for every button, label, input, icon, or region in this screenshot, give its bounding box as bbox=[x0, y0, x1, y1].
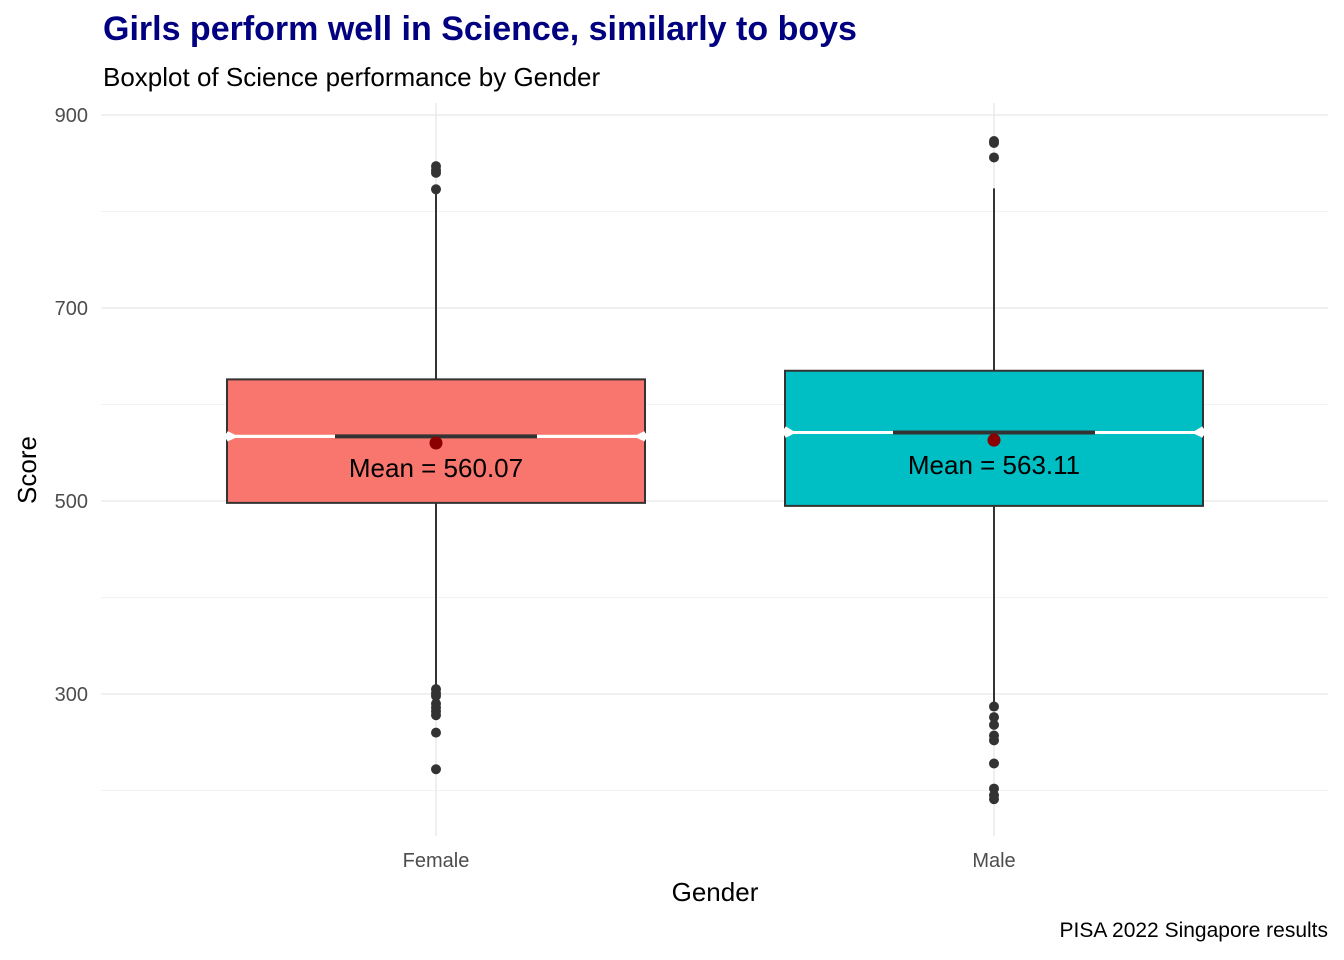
outlier-point bbox=[989, 701, 999, 712]
box-upper-half bbox=[226, 378, 646, 438]
mean-label: Mean = 563.11 bbox=[908, 450, 1080, 480]
x-tick-label: Female bbox=[403, 850, 470, 872]
y-tick-label: 900 bbox=[55, 105, 88, 127]
outlier-point bbox=[431, 710, 441, 721]
outlier-point bbox=[989, 794, 999, 805]
axes: 300 500 700 900 Female Male bbox=[55, 105, 1016, 872]
outlier-point bbox=[431, 167, 441, 178]
chart-caption: PISA 2022 Singapore results bbox=[1059, 919, 1328, 942]
boxes: Mean = 560.07 Mean = 563.11 bbox=[226, 136, 1204, 805]
outlier-point bbox=[989, 719, 999, 730]
y-tick-label: 700 bbox=[55, 298, 88, 320]
outlier-point bbox=[989, 137, 999, 148]
y-tick-label: 500 bbox=[55, 491, 88, 513]
y-tick-label: 300 bbox=[55, 684, 88, 706]
box-upper-half bbox=[784, 369, 1204, 434]
mean-point bbox=[429, 436, 443, 450]
mean-point bbox=[987, 433, 1001, 447]
chart-title: Girls perform well in Science, similarly… bbox=[103, 10, 857, 48]
outlier-point bbox=[989, 712, 999, 723]
x-tick-label: Male bbox=[972, 850, 1015, 872]
outlier-point bbox=[431, 764, 441, 775]
outlier-point bbox=[431, 690, 441, 701]
outlier-point bbox=[431, 727, 441, 738]
y-axis-title: Score bbox=[12, 436, 42, 504]
outlier-point bbox=[989, 758, 999, 769]
chart-subtitle: Boxplot of Science performance by Gender bbox=[103, 62, 601, 92]
x-axis-title: Gender bbox=[672, 877, 759, 907]
box-female: Mean = 560.07 bbox=[226, 161, 646, 775]
box-male: Mean = 563.11 bbox=[784, 136, 1204, 805]
outlier-point bbox=[989, 735, 999, 746]
outlier-point bbox=[431, 184, 441, 195]
mean-label: Mean = 560.07 bbox=[349, 453, 523, 483]
outlier-point bbox=[989, 152, 999, 163]
